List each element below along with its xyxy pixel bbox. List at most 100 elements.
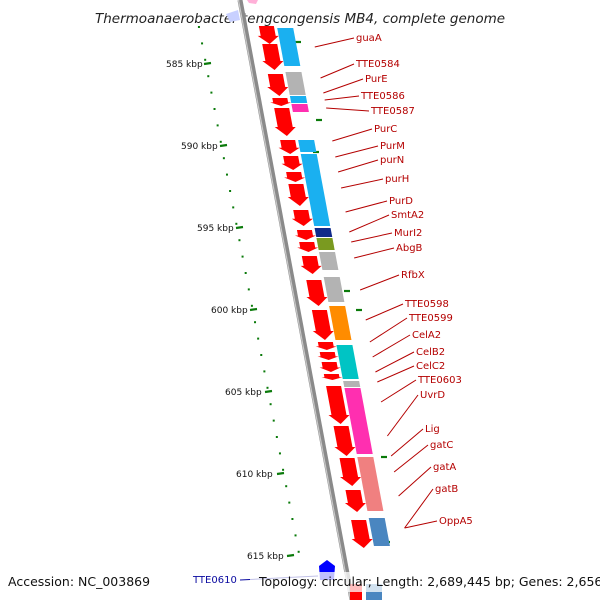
scale-dot bbox=[260, 354, 263, 356]
cog-bar bbox=[285, 72, 306, 95]
gene-label[interactable]: MurI2 bbox=[394, 228, 422, 239]
gene-arrow[interactable] bbox=[262, 44, 284, 70]
gene-arrow[interactable] bbox=[321, 374, 343, 380]
gene-label[interactable]: RfbX bbox=[401, 270, 425, 281]
cog-bar bbox=[316, 238, 335, 250]
gene-arrow[interactable] bbox=[317, 352, 339, 360]
gene-arrow[interactable] bbox=[297, 242, 319, 252]
cog-bar bbox=[336, 345, 359, 379]
scale-dot bbox=[278, 452, 281, 455]
gene-label[interactable]: gatC bbox=[430, 440, 453, 451]
cog-bar bbox=[289, 96, 308, 103]
gene-arrow[interactable] bbox=[315, 342, 337, 350]
gene-label[interactable]: purN bbox=[380, 155, 404, 166]
gene-label-leader bbox=[380, 379, 417, 403]
kbp-tick-label: 610 kbp bbox=[236, 470, 273, 480]
gene-arrow[interactable] bbox=[291, 210, 313, 226]
gene-label[interactable]: gatA bbox=[433, 462, 456, 473]
kbp-tick bbox=[235, 225, 244, 230]
gene-label[interactable]: OppA5 bbox=[439, 516, 473, 527]
gene-label[interactable]: PurC bbox=[374, 124, 397, 135]
gene-label[interactable]: SmtA2 bbox=[391, 210, 424, 221]
genome-backbone bbox=[237, 0, 355, 600]
genome-backbone-highlight bbox=[237, 0, 352, 600]
gene-arrow[interactable] bbox=[274, 108, 296, 136]
gene-label-leader bbox=[390, 428, 424, 457]
gene-label[interactable]: TTE0598 bbox=[404, 299, 449, 310]
cog-bar bbox=[291, 104, 309, 112]
gene-label[interactable]: TTE0599 bbox=[408, 313, 453, 324]
gene-label[interactable]: UvrD bbox=[420, 390, 445, 401]
gene-arrow[interactable] bbox=[311, 310, 334, 340]
cog-bar bbox=[344, 388, 373, 454]
kbp-tick-label: 585 kbp bbox=[166, 60, 203, 70]
scale-dot bbox=[238, 239, 241, 242]
gene-arrow[interactable] bbox=[333, 426, 356, 456]
kbp-tick bbox=[249, 307, 258, 312]
gene-label[interactable]: TTE0586 bbox=[360, 91, 405, 102]
scale-dot bbox=[254, 321, 257, 324]
gene-label-leader bbox=[340, 178, 384, 189]
gene-arrow[interactable] bbox=[284, 172, 306, 182]
accession-text: Accession: NC_003869 bbox=[8, 574, 150, 589]
gene-labels: guaA TTE0584 PurE TTE0586 TTE0587 PurC PurM pur… bbox=[314, 33, 473, 529]
gene-label[interactable]: TTE0603 bbox=[417, 375, 462, 386]
gene-arrow[interactable] bbox=[344, 490, 366, 512]
gene-label[interactable]: purH bbox=[385, 174, 409, 185]
scale-dot bbox=[204, 58, 207, 61]
gene-label[interactable]: CelC2 bbox=[416, 361, 445, 372]
gene-arrow[interactable] bbox=[287, 184, 309, 206]
gene-label-tte0610[interactable]: TTE0610 bbox=[192, 575, 237, 586]
gene-label[interactable]: AbgB bbox=[396, 243, 423, 254]
gene-label-leader bbox=[404, 520, 438, 529]
gene-label-leader bbox=[404, 488, 434, 529]
kbp-tick bbox=[203, 61, 212, 66]
gene-arrow[interactable] bbox=[278, 140, 300, 154]
gene-arrow[interactable] bbox=[326, 386, 350, 424]
kbp-tick-label: 605 kbp bbox=[225, 388, 262, 398]
gene-label[interactable]: PurM bbox=[380, 141, 405, 152]
scale-dot bbox=[275, 436, 278, 438]
scale-dot bbox=[219, 140, 222, 143]
gene-arrow[interactable] bbox=[351, 520, 373, 548]
gene-label-leader bbox=[324, 95, 360, 101]
kbp-tick-label: 615 kbp bbox=[247, 552, 284, 562]
gene-label[interactable]: guaA bbox=[356, 33, 382, 44]
gene-label[interactable]: Lig bbox=[425, 424, 440, 435]
gene-label[interactable]: TTE0587 bbox=[370, 106, 415, 117]
scale-dot bbox=[247, 288, 250, 291]
map-title: Thermoanaerobacter tengcongensis MB4, co… bbox=[95, 11, 505, 27]
scale-dot bbox=[291, 518, 294, 520]
kbp-scale: 585 kbp 590 kbp 595 kbp 600 kbp 605 kbp 610 k… bbox=[166, 26, 390, 562]
gene-label[interactable]: PurE bbox=[365, 74, 388, 85]
gene-label[interactable]: PurD bbox=[389, 196, 413, 207]
gene-arrow[interactable] bbox=[306, 280, 328, 306]
gene-label[interactable]: CelB2 bbox=[416, 347, 445, 358]
cog-bar bbox=[277, 28, 301, 66]
gene-label[interactable]: TTE0584 bbox=[355, 59, 400, 70]
gene-label[interactable]: gatB bbox=[435, 484, 458, 495]
scale-dot bbox=[207, 75, 210, 78]
kbp-tick-label: 595 kbp bbox=[197, 224, 234, 234]
cog-bar bbox=[319, 252, 339, 270]
gene-arrow[interactable] bbox=[270, 98, 292, 106]
scale-dot bbox=[201, 42, 204, 45]
gene-label-leader bbox=[377, 365, 415, 383]
gene-label-leader bbox=[359, 274, 400, 291]
gene-arrow[interactable] bbox=[257, 26, 279, 44]
gene-arrow[interactable] bbox=[294, 230, 316, 240]
scale-dot bbox=[232, 206, 235, 209]
gene-arrow[interactable] bbox=[281, 156, 303, 170]
scale-dot bbox=[285, 485, 288, 488]
gene-label[interactable]: CelA2 bbox=[412, 330, 441, 341]
gene-label-leader bbox=[372, 334, 411, 358]
gene-arrow[interactable] bbox=[319, 362, 341, 372]
gene-arrow[interactable] bbox=[267, 74, 289, 96]
gene-arrow[interactable] bbox=[339, 458, 362, 486]
kbp-tick-label: 600 kbp bbox=[211, 306, 248, 316]
gene-label-leader bbox=[369, 317, 408, 343]
footer-backdrop bbox=[250, 572, 596, 592]
gene-arrow[interactable] bbox=[300, 256, 322, 274]
gene-label-leader bbox=[365, 303, 404, 321]
